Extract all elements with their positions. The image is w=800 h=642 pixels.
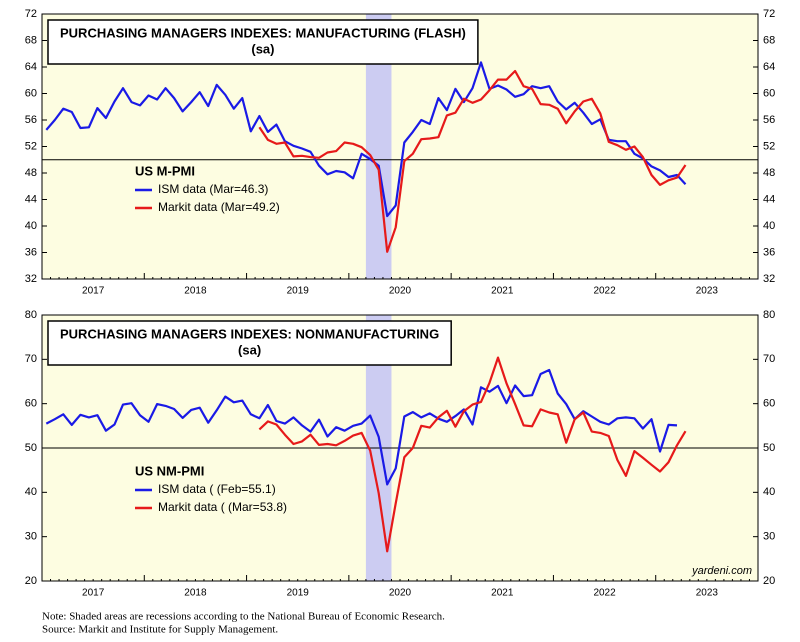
y-tick-label: 52 (25, 140, 37, 152)
y-tick-label: 40 (25, 220, 37, 232)
title-box (47, 320, 452, 366)
y2-tick-label: 36 (763, 246, 775, 258)
legend-label: Markit data (Mar=49.2) (158, 200, 280, 214)
y-tick-label: 32 (25, 273, 37, 285)
y2-tick-label: 68 (763, 34, 775, 46)
x-tick-label: 2022 (593, 588, 616, 599)
title-box (47, 19, 479, 65)
source: Source: Markit and Institute for Supply … (42, 624, 278, 636)
plot-border (41, 13, 759, 280)
legend-title: US NM-PMI (135, 463, 204, 478)
x-tick-label: 2018 (184, 588, 207, 599)
y2-tick-label: 52 (763, 140, 775, 152)
y2-tick-label: 72 (763, 8, 775, 20)
legend-label: ISM data (Mar=46.3) (158, 182, 268, 196)
y-tick-label: 60 (25, 398, 37, 410)
x-tick-label: 2020 (389, 286, 412, 297)
y-tick-label: 60 (25, 87, 37, 99)
y2-tick-label: 64 (763, 61, 775, 73)
x-tick-label: 2023 (696, 588, 719, 599)
y-tick-label: 56 (25, 114, 37, 126)
x-tick-label: 2021 (491, 588, 514, 599)
y-tick-label: 80 (25, 309, 37, 321)
x-tick-label: 2018 (184, 286, 207, 297)
y-tick-label: 68 (25, 34, 37, 46)
y-tick-label: 70 (25, 353, 37, 365)
y-tick-label: 36 (25, 246, 37, 258)
series-line (258, 356, 687, 553)
x-tick-label: 2019 (287, 286, 310, 297)
legend-label: ISM data ( (Feb=55.1) (158, 482, 276, 496)
y2-tick-label: 80 (763, 309, 775, 321)
legend-label: Markit data ( (Mar=53.8) (158, 500, 287, 514)
y-tick-label: 50 (25, 442, 37, 454)
y2-tick-label: 48 (763, 167, 775, 179)
x-tick-label: 2022 (593, 286, 616, 297)
chart-subtitle: (sa) (238, 342, 261, 357)
y2-tick-label: 40 (763, 486, 775, 498)
annotation: yardeni.com (691, 565, 752, 577)
x-tick-label: 2017 (82, 588, 105, 599)
y-tick-label: 64 (25, 61, 37, 73)
legend-title: US M-PMI (135, 163, 195, 178)
y2-tick-label: 44 (763, 193, 775, 205)
x-tick-label: 2019 (287, 588, 310, 599)
y2-tick-label: 40 (763, 220, 775, 232)
y2-tick-label: 30 (763, 531, 775, 543)
y2-tick-label: 70 (763, 353, 775, 365)
note: Note: Shaded areas are recessions accord… (42, 611, 445, 623)
y-tick-label: 72 (25, 8, 37, 20)
y-tick-label: 44 (25, 193, 37, 205)
chart-title: PURCHASING MANAGERS INDEXES: MANUFACTURI… (60, 25, 466, 40)
x-tick-label: 2023 (696, 286, 719, 297)
y2-tick-label: 56 (763, 114, 775, 126)
x-tick-label: 2017 (82, 286, 105, 297)
y2-tick-label: 32 (763, 273, 775, 285)
x-tick-label: 2021 (491, 286, 514, 297)
y2-tick-label: 60 (763, 398, 775, 410)
chart-subtitle: (sa) (251, 41, 274, 56)
y2-tick-label: 60 (763, 87, 775, 99)
y2-tick-label: 20 (763, 575, 775, 587)
y-tick-label: 40 (25, 486, 37, 498)
plot-border (41, 314, 759, 582)
y-tick-label: 20 (25, 575, 37, 587)
y-tick-label: 48 (25, 167, 37, 179)
series-line (258, 69, 687, 253)
y2-tick-label: 50 (763, 442, 775, 454)
x-tick-label: 2020 (389, 588, 412, 599)
series-line (45, 368, 678, 486)
y-tick-label: 30 (25, 531, 37, 543)
chart-title: PURCHASING MANAGERS INDEXES: NONMANUFACT… (60, 326, 439, 341)
